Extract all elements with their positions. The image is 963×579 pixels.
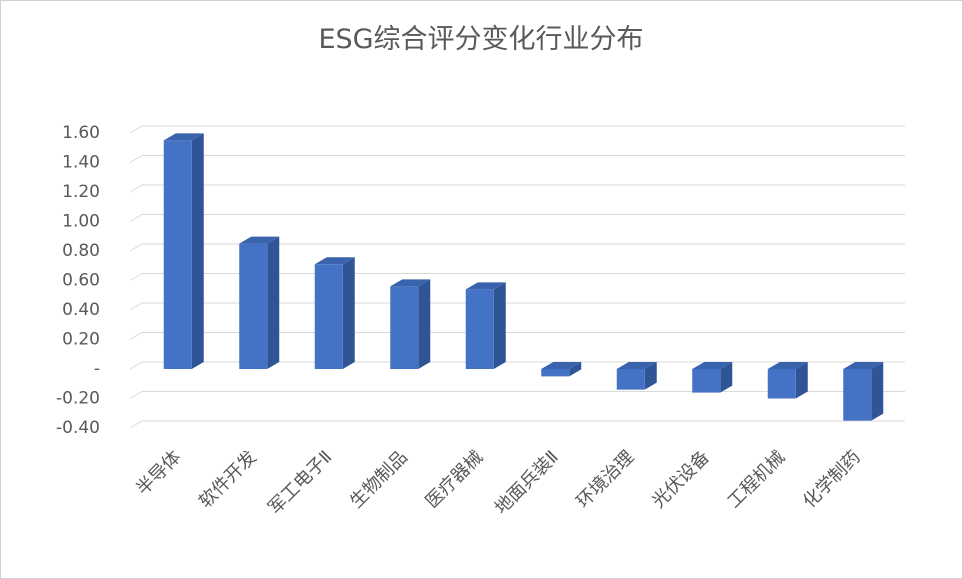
bar-side [569,362,582,377]
bar-top [390,279,431,287]
bar [616,362,657,390]
bar-top [843,362,884,369]
grid-line [129,125,905,134]
bar-top [163,133,204,141]
bar-front [314,264,343,369]
bar [767,362,808,399]
bar-front [465,289,494,369]
bar [843,362,884,421]
bar-top [616,362,657,369]
bar-top [314,257,355,265]
bar-side [644,362,657,390]
y-tick-label: 0.80 [62,241,100,261]
y-tick-label: - [94,359,100,379]
bar-front [767,369,796,399]
bar-top [239,236,280,244]
bar-top [541,362,582,369]
bar-front [692,369,721,393]
grid-line [129,184,905,193]
bar [163,133,204,369]
grid-line [129,420,905,429]
grid-line [129,391,905,399]
grid-line [129,155,905,163]
y-tick-label: 0.20 [62,330,100,350]
y-tick-label: -0.20 [56,389,100,409]
bar [239,236,280,369]
y-tick-label: 0.60 [62,271,100,291]
bar-side [267,236,280,369]
bar [465,282,506,369]
bar-front [239,243,268,369]
y-tick-label: 1.40 [62,153,100,173]
grid-line [129,243,905,252]
bar [692,362,733,393]
bar-front [541,369,570,377]
bar-side [191,133,204,369]
bar [314,257,355,369]
y-tick-label: 0.40 [62,300,100,320]
grid-line [129,332,905,340]
bar-front [616,369,645,390]
y-tick-label: 1.20 [62,182,100,202]
bar-side [418,279,431,369]
bar-side [720,362,733,393]
y-tick-label: 1.00 [62,212,100,232]
bar-front [163,140,192,369]
bar-front [843,369,872,421]
y-tick-label: 1.60 [62,123,100,143]
grid-line [129,214,905,222]
bar-top [465,282,506,290]
bar-side [342,257,355,369]
bar-top [767,362,808,369]
bar-side [795,362,808,399]
grid-line [129,273,905,281]
bar [541,362,582,377]
bar-side [871,362,884,421]
y-tick-label: -0.40 [56,418,100,438]
chart-title: ESG综合评分变化行业分布 [318,24,643,55]
grid-line [129,302,905,311]
bar-top [692,362,733,369]
bar-front [390,286,419,369]
bar-side [493,282,506,369]
bar [390,279,431,369]
